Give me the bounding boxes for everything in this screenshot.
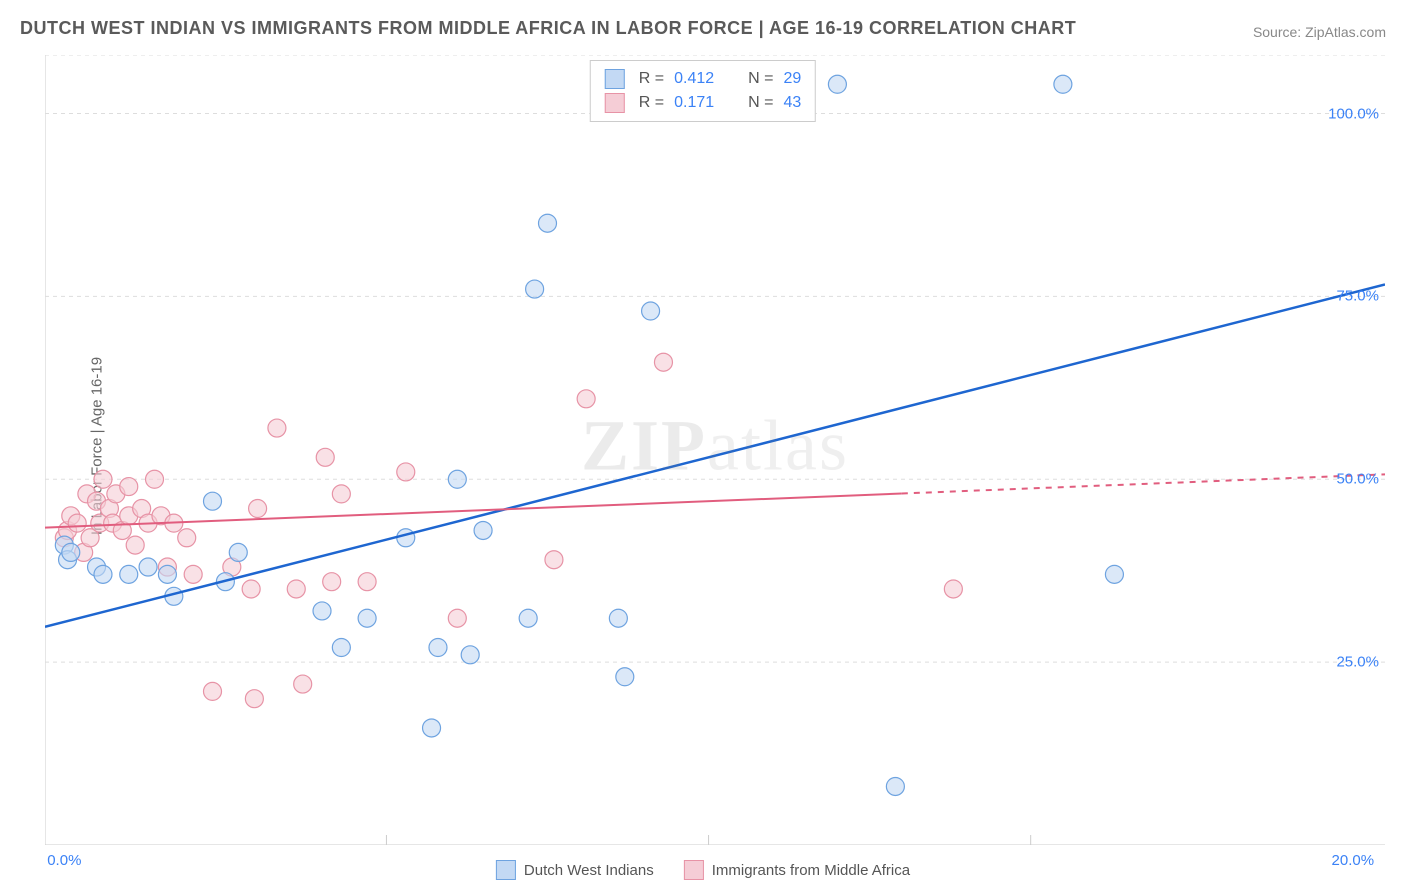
scatter-point (245, 690, 263, 708)
x-tick-label: 0.0% (47, 852, 81, 869)
scatter-point (616, 668, 634, 686)
scatter-point (461, 646, 479, 664)
legend-item: Immigrants from Middle Africa (684, 860, 910, 880)
legend-swatch (496, 860, 516, 880)
scatter-point (126, 536, 144, 554)
scatter-point (158, 565, 176, 583)
legend-label: Dutch West Indians (524, 862, 654, 879)
scatter-point (654, 353, 672, 371)
r-value: 0.171 (674, 94, 728, 112)
scatter-point (397, 529, 415, 547)
legend-swatch (605, 69, 625, 89)
scatter-point (944, 580, 962, 598)
x-tick-label: 20.0% (1332, 852, 1375, 869)
scatter-chart-svg (45, 55, 1385, 845)
y-tick-label: 100.0% (1328, 105, 1379, 122)
scatter-point (120, 565, 138, 583)
scatter-point (526, 280, 544, 298)
plot-area: ZIPatlas 25.0%50.0%75.0%100.0% 0.0%20.0% (45, 55, 1385, 845)
scatter-point (146, 470, 164, 488)
n-label: N = (748, 94, 773, 112)
y-tick-label: 75.0% (1336, 288, 1379, 305)
n-value: 43 (783, 94, 801, 112)
scatter-point (249, 500, 267, 518)
scatter-point (358, 609, 376, 627)
scatter-point (287, 580, 305, 598)
scatter-point (323, 573, 341, 591)
legend-swatch (605, 93, 625, 113)
scatter-point (539, 214, 557, 232)
r-label: R = (639, 70, 664, 88)
scatter-point (94, 470, 112, 488)
scatter-point (184, 565, 202, 583)
scatter-point (828, 75, 846, 93)
scatter-point (519, 609, 537, 627)
scatter-point (313, 602, 331, 620)
scatter-point (886, 777, 904, 795)
scatter-point (474, 521, 492, 539)
scatter-point (642, 302, 660, 320)
source-attribution: Source: ZipAtlas.com (1253, 24, 1386, 40)
scatter-point (358, 573, 376, 591)
n-value: 29 (783, 70, 801, 88)
scatter-point (1105, 565, 1123, 583)
legend-swatch (684, 860, 704, 880)
scatter-point (429, 639, 447, 657)
legend-stat-row: R = 0.412 N = 29 (605, 67, 801, 91)
scatter-point (448, 470, 466, 488)
scatter-point (545, 551, 563, 569)
scatter-point (139, 558, 157, 576)
trend-line (45, 285, 1385, 627)
correlation-legend: R = 0.412 N = 29 R = 0.171 N = 43 (590, 60, 816, 122)
chart-title: DUTCH WEST INDIAN VS IMMIGRANTS FROM MID… (20, 18, 1076, 39)
legend-label: Immigrants from Middle Africa (712, 862, 910, 879)
scatter-point (1054, 75, 1072, 93)
legend-stat-row: R = 0.171 N = 43 (605, 91, 801, 115)
y-tick-label: 25.0% (1336, 654, 1379, 671)
scatter-point (609, 609, 627, 627)
legend-item: Dutch West Indians (496, 860, 654, 880)
scatter-point (448, 609, 466, 627)
series-legend: Dutch West Indians Immigrants from Middle… (496, 860, 910, 880)
n-label: N = (748, 70, 773, 88)
scatter-point (332, 639, 350, 657)
scatter-point (577, 390, 595, 408)
scatter-point (62, 543, 80, 561)
chart-container: DUTCH WEST INDIAN VS IMMIGRANTS FROM MID… (0, 0, 1406, 892)
scatter-point (178, 529, 196, 547)
scatter-point (94, 565, 112, 583)
y-tick-label: 50.0% (1336, 471, 1379, 488)
scatter-point (316, 448, 334, 466)
trend-line-extrapolated (902, 474, 1385, 493)
scatter-point (423, 719, 441, 737)
scatter-point (68, 514, 86, 532)
scatter-point (397, 463, 415, 481)
scatter-point (332, 485, 350, 503)
scatter-point (294, 675, 312, 693)
scatter-point (268, 419, 286, 437)
trend-line (45, 494, 902, 528)
r-value: 0.412 (674, 70, 728, 88)
scatter-point (204, 492, 222, 510)
r-label: R = (639, 94, 664, 112)
scatter-point (229, 543, 247, 561)
scatter-point (204, 682, 222, 700)
scatter-point (242, 580, 260, 598)
scatter-point (120, 478, 138, 496)
